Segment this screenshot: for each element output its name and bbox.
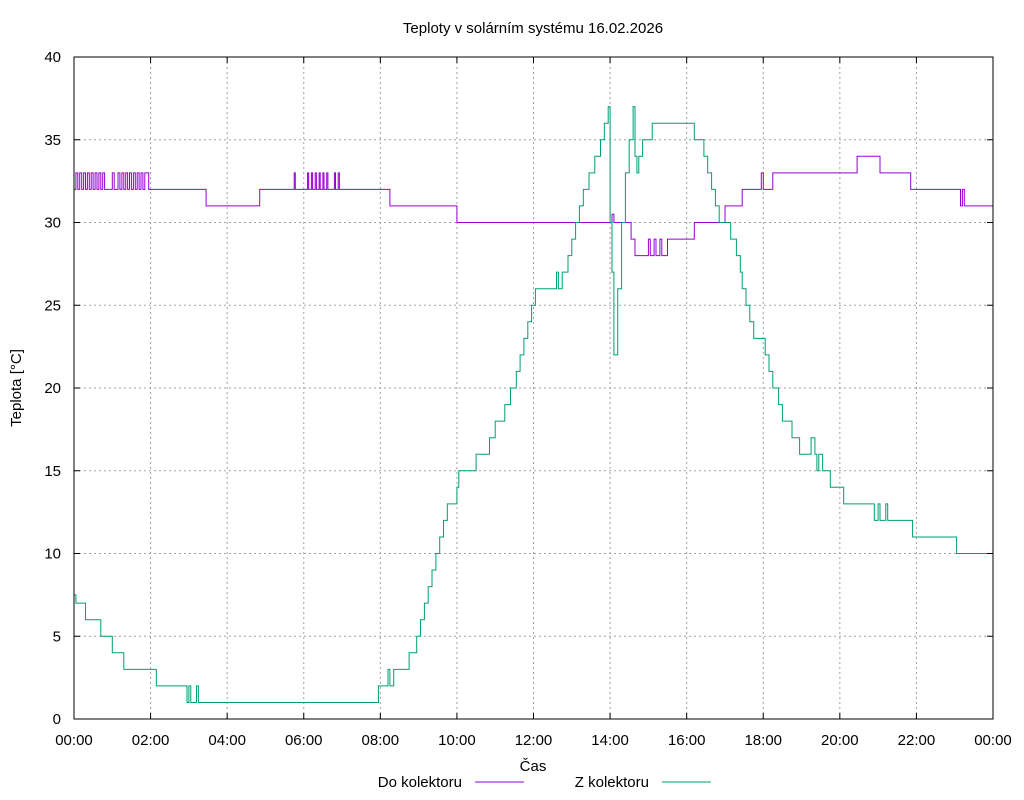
legend-label-do-kolektoru: Do kolektoru: [378, 774, 462, 791]
y-tick-label: 25: [44, 297, 61, 314]
y-tick-label: 15: [44, 463, 61, 480]
x-tick-label: 20:00: [821, 732, 859, 749]
y-axis-label: Teplota [°C]: [8, 349, 25, 427]
x-tick-label: 00:00: [974, 732, 1012, 749]
legend: Do kolektoru Z kolektoru: [378, 774, 711, 791]
x-tick-label: 10:00: [438, 732, 476, 749]
legend-label-z-kolektoru: Z kolektoru: [575, 774, 649, 791]
y-tick-label: 35: [44, 132, 61, 149]
x-tick-label: 12:00: [515, 732, 553, 749]
y-tick-label: 20: [44, 380, 61, 397]
x-tick-label: 22:00: [898, 732, 936, 749]
x-axis-label: Čas: [520, 758, 547, 775]
x-tick-label: 08:00: [362, 732, 400, 749]
x-tick-label: 14:00: [591, 732, 629, 749]
x-tick-label: 18:00: [744, 732, 782, 749]
y-tick-label: 0: [53, 711, 61, 728]
axis-ticks: 0 5 10 15 20 25 30 35 40 00:00 02:00 04:00 06:00 08:0…: [44, 49, 1011, 749]
x-tick-label: 06:00: [285, 732, 323, 749]
series-line-z-kolektoru: [74, 106, 993, 703]
series-line-do-kolektoru: [74, 155, 993, 257]
grid-lines: [74, 57, 993, 719]
y-tick-label: 40: [44, 49, 61, 66]
x-tick-label: 04:00: [208, 732, 246, 749]
y-tick-label: 5: [53, 628, 61, 645]
series-lines: [74, 106, 993, 703]
y-tick-label: 10: [44, 546, 61, 563]
x-tick-label: 02:00: [132, 732, 170, 749]
chart-title: Teploty v solárním systému 16.02.2026: [403, 20, 663, 37]
x-tick-label: 16:00: [668, 732, 706, 749]
x-tick-label: 00:00: [55, 732, 93, 749]
y-tick-label: 30: [44, 215, 61, 232]
